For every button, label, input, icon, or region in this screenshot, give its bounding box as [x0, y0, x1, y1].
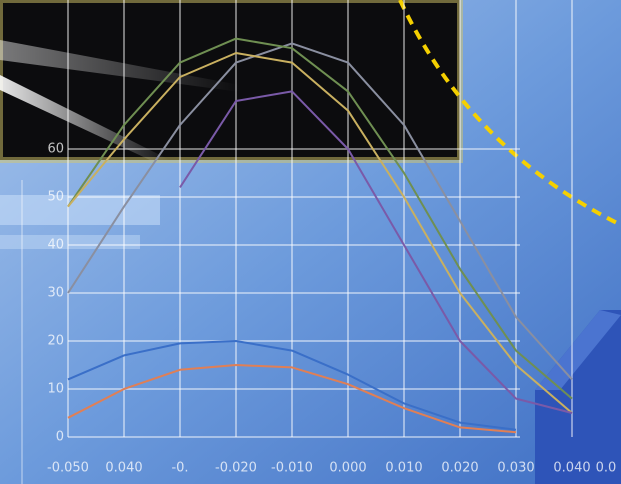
band	[0, 235, 140, 249]
y-tick-label: 30	[47, 286, 64, 301]
x-tick-label: -0.050	[47, 461, 89, 476]
y-tick-label: 50	[47, 190, 64, 205]
x-tick-label: -0.010	[271, 461, 313, 476]
band	[0, 195, 160, 225]
photo-panel	[0, 0, 460, 160]
chart: 0 10 20 30 40 50 60 -0.050 0.040 -0. -0.020 -0.010 0…	[0, 0, 621, 484]
x-tick-label: 0.040	[105, 461, 142, 476]
y-tick-label: 60	[47, 142, 64, 157]
y-tick-label: 10	[47, 382, 64, 397]
x-tick-label: -0.	[171, 461, 188, 476]
x-tick-label: 0.030	[497, 461, 534, 476]
x-tick-label: 0.010	[385, 461, 422, 476]
y-tick-label: 0	[56, 430, 64, 445]
x-tick-label: 0.000	[329, 461, 366, 476]
x-tick-label: 0.040	[553, 461, 590, 476]
x-tick-label: 0.020	[441, 461, 478, 476]
x-tick-label: -0.020	[215, 461, 257, 476]
x-tick-label: 0.0	[596, 461, 617, 476]
y-tick-label: 40	[47, 238, 64, 253]
y-tick-label: 20	[47, 334, 64, 349]
